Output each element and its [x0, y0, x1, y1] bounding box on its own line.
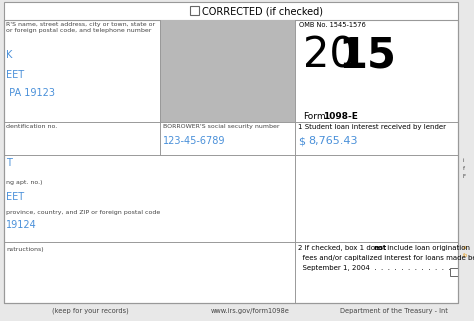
Text: Department of the Treasury - Int: Department of the Treasury - Int — [340, 308, 448, 314]
Text: BORROWER'S social security number: BORROWER'S social security number — [163, 124, 280, 129]
Text: 1098-E: 1098-E — [323, 112, 358, 121]
Text: K: K — [6, 50, 12, 60]
Bar — [190, 6, 199, 15]
Text: 123-45-6789: 123-45-6789 — [163, 136, 226, 146]
Bar — [160, 20, 295, 122]
Text: 20: 20 — [303, 35, 356, 77]
Text: $: $ — [298, 136, 305, 146]
Text: fees and/or capitalized interest for loans made before: fees and/or capitalized interest for loa… — [298, 255, 474, 261]
Text: 2 If checked, box 1 does: 2 If checked, box 1 does — [298, 245, 385, 251]
Text: nstructions): nstructions) — [6, 247, 44, 252]
Text: R'S name, street address, city or town, state or
or foreign postal code, and tel: R'S name, street address, city or town, … — [6, 22, 155, 33]
Bar — [450, 268, 458, 276]
Text: September 1, 2004  .  .  .  .  .  .  .  .  .  .  .  .: September 1, 2004 . . . . . . . . . . . … — [298, 265, 451, 271]
Text: 1 Student loan interest received by lender: 1 Student loan interest received by lend… — [298, 124, 446, 130]
Text: 8,765.43: 8,765.43 — [308, 136, 357, 146]
Text: ng apt. no.): ng apt. no.) — [6, 180, 43, 185]
Text: include loan origination: include loan origination — [385, 245, 470, 251]
Text: not: not — [373, 245, 386, 251]
Text: CORRECTED (if checked): CORRECTED (if checked) — [202, 6, 323, 16]
Text: EET: EET — [6, 70, 24, 80]
Text: EET: EET — [6, 192, 24, 202]
Text: dentification no.: dentification no. — [6, 124, 57, 129]
Text: province, country, and ZIP or foreign postal code: province, country, and ZIP or foreign po… — [6, 210, 160, 215]
Text: i
f
F: i f F — [463, 158, 466, 179]
Text: PA 19123: PA 19123 — [6, 88, 55, 98]
Text: T: T — [6, 158, 12, 168]
Text: Form: Form — [303, 112, 326, 121]
Text: OMB No. 1545-1576: OMB No. 1545-1576 — [299, 22, 366, 28]
Text: 19124: 19124 — [6, 220, 37, 230]
Bar — [4, 20, 458, 303]
Text: a
fo: a fo — [463, 245, 468, 258]
Text: (keep for your records): (keep for your records) — [52, 308, 128, 315]
Text: www.irs.gov/form1098e: www.irs.gov/form1098e — [210, 308, 290, 314]
Text: 15: 15 — [338, 35, 396, 77]
Bar — [4, 2, 458, 20]
